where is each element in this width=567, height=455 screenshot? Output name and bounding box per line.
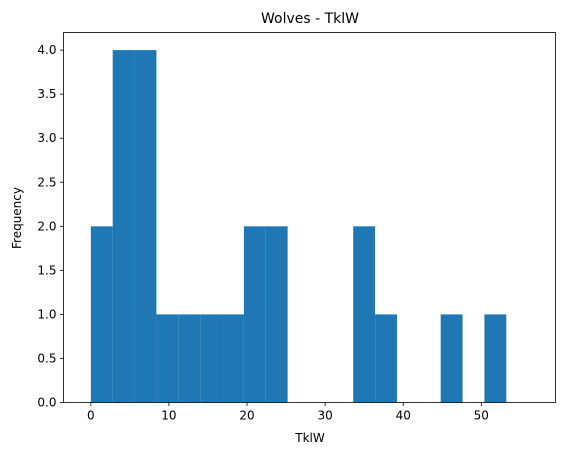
x-axis-label: TklW <box>294 431 325 445</box>
histogram-bar <box>484 314 507 403</box>
y-tick-label: 0.5 <box>37 351 56 365</box>
x-tick-label: 50 <box>474 409 489 423</box>
histogram-bar <box>134 50 157 403</box>
y-tick-label: 3.0 <box>37 131 56 145</box>
histogram-bar <box>156 314 179 403</box>
plot-frame <box>63 32 556 403</box>
histogram-bar <box>200 314 223 403</box>
histogram-bar <box>353 226 376 403</box>
x-axis-ticks: 0 10 20 30 40 50 <box>87 402 489 423</box>
x-tick-label: 30 <box>317 409 332 423</box>
x-tick-label: 0 <box>87 409 95 423</box>
y-axis-ticks: 0.0 0.5 1.0 1.5 2.0 2.5 3.0 3.5 4.0 <box>37 43 64 410</box>
y-tick-label: 1.5 <box>37 263 56 277</box>
histogram-bar <box>265 226 288 403</box>
x-tick-label: 10 <box>161 409 176 423</box>
histogram-bar <box>178 314 201 403</box>
histogram-bar <box>112 50 135 403</box>
x-tick-label: 40 <box>396 409 411 423</box>
histogram-bar <box>90 226 113 403</box>
y-axis-label: Frequency <box>10 187 24 249</box>
bars-group <box>90 50 507 403</box>
y-tick-label: 1.0 <box>37 307 56 321</box>
y-tick-label: 0.0 <box>37 396 56 410</box>
y-tick-label: 2.0 <box>37 219 56 233</box>
histogram-bar <box>222 314 244 403</box>
histogram-bar <box>440 314 463 403</box>
y-tick-label: 3.5 <box>37 87 56 101</box>
histogram-bar <box>243 226 266 403</box>
y-tick-label: 2.5 <box>37 175 56 189</box>
histogram-bar <box>375 314 397 403</box>
y-tick-label: 4.0 <box>37 43 56 57</box>
x-tick-label: 20 <box>239 409 254 423</box>
chart-title: Wolves - TklW <box>261 11 359 27</box>
